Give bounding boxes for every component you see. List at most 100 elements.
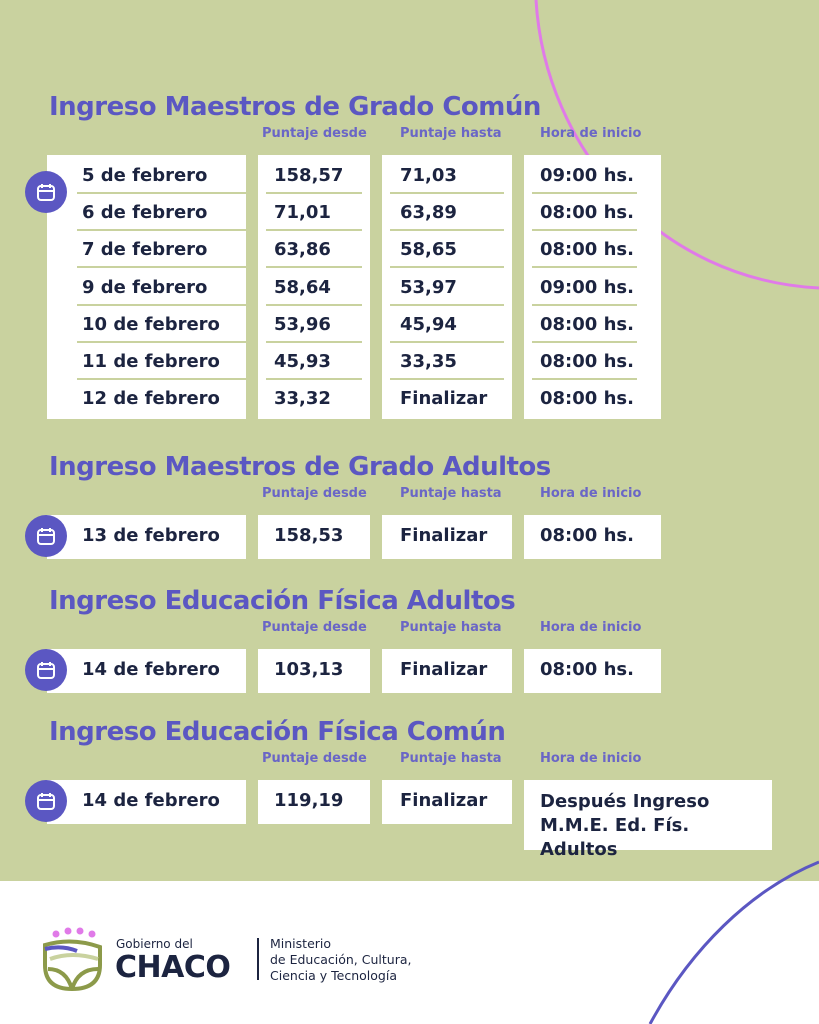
calendar-icon [25,171,67,213]
column-box-date [47,155,246,420]
cell-from: 71,01 [274,202,331,224]
cell-date: 10 de febrero [82,313,220,335]
cell-time: 08:00 hs. [540,239,634,261]
cell-time: 08:00 hs. [540,525,634,546]
row-separator [77,340,246,343]
row-separator [266,303,362,306]
section-title: Ingreso Maestros de Grado Adultos [49,452,551,482]
cell-time: 08:00 hs. [540,202,634,224]
column-box-from [258,780,370,825]
column-box-date [47,515,246,560]
calendar-icon [25,649,67,691]
gov-small-label: Gobierno del [116,937,193,951]
calendar-icon [25,780,67,822]
cell-to: 58,65 [400,239,457,261]
cell-time: 08:00 hs. [540,351,634,372]
row-separator [532,192,637,194]
column-header-time: Hora de inicio [540,126,642,141]
row-separator [390,192,504,194]
column-box-from [258,515,370,560]
cell-to: Finalizar [400,659,488,680]
column-box-to [382,649,512,694]
column-box-date [47,649,246,694]
section-title: Ingreso Maestros de Grado Común [49,92,541,122]
cell-to: 71,03 [400,165,457,186]
row-separator [532,378,637,380]
cell-date: 14 de febrero [82,659,220,680]
cell-date: 13 de febrero [82,525,220,546]
row-separator [266,229,362,232]
row-separator [532,340,637,343]
cell-time: 09:00 hs. [540,165,634,186]
cell-from: 158,57 [274,165,344,186]
row-separator [532,229,637,232]
cell-time: 08:00 hs. [540,659,634,680]
row-separator [77,192,246,194]
section-title: Ingreso Educación Física Común [49,717,506,747]
column-box-from [258,155,370,420]
footer [0,881,819,1024]
column-header-to: Puntaje hasta [400,620,502,635]
cell-date: 11 de febrero [82,351,220,372]
row-separator [390,340,504,343]
column-box-time [524,649,661,694]
row-separator [266,340,362,343]
column-box-to [382,155,512,420]
cell-to: 45,94 [400,313,457,335]
row-separator [266,266,362,269]
cell-from: 58,64 [274,276,331,298]
cell-date: 7 de febrero [82,239,208,261]
column-header-from: Puntaje desde [262,620,367,635]
row-separator [77,378,246,380]
cell-date: 12 de febrero [82,388,220,410]
cell-from: 53,96 [274,313,331,335]
cell-time: Después Ingreso M.M.E. Ed. Fís. Adultos [540,791,710,860]
cell-time: 08:00 hs. [540,388,634,410]
cell-to: 53,97 [400,276,457,298]
ministry-line: Ciencia y Tecnología [270,968,397,983]
column-header-from: Puntaje desde [262,126,367,141]
row-separator [390,229,504,232]
cell-from: 158,53 [274,525,344,546]
ministry-label: Ministerio de Educación, Cultura, Cienci… [270,936,411,984]
section-title: Ingreso Educación Física Adultos [49,586,516,616]
row-separator [390,378,504,380]
cell-to: Finalizar [400,525,488,546]
column-header-from: Puntaje desde [262,751,367,766]
cell-date: 9 de febrero [82,276,208,298]
column-header-to: Puntaje hasta [400,486,502,501]
row-separator [266,192,362,194]
column-header-time: Hora de inicio [540,751,642,766]
column-header-time: Hora de inicio [540,620,642,635]
column-box-to [382,515,512,560]
cell-to: 63,89 [400,202,457,224]
cell-time: 08:00 hs. [540,313,634,335]
cell-from: 33,32 [274,388,331,410]
ministry-line: de Educación, Cultura, [270,952,412,967]
calendar-icon [25,515,67,557]
chaco-logo-icon [43,927,102,992]
row-separator [77,229,246,232]
column-header-from: Puntaje desde [262,486,367,501]
column-box-time [524,515,661,560]
gov-chaco-label: CHACO [115,950,231,985]
column-box-time [524,780,772,850]
column-box-from [258,649,370,694]
cell-date: 14 de febrero [82,790,220,811]
cell-date: 5 de febrero [82,165,208,186]
cell-from: 63,86 [274,239,331,261]
row-separator [532,266,637,269]
footer-divider [257,938,259,980]
column-header-to: Puntaje hasta [400,751,502,766]
column-header-to: Puntaje hasta [400,126,502,141]
column-box-date [47,780,246,825]
column-box-time [524,155,661,420]
cell-time: 09:00 hs. [540,276,634,298]
cell-from: 103,13 [274,659,344,680]
cell-to: Finalizar [400,790,488,811]
row-separator [532,303,637,306]
column-box-to [382,780,512,825]
cell-date: 6 de febrero [82,202,208,224]
cell-from: 119,19 [274,790,344,811]
ministry-line: Ministerio [270,936,332,951]
